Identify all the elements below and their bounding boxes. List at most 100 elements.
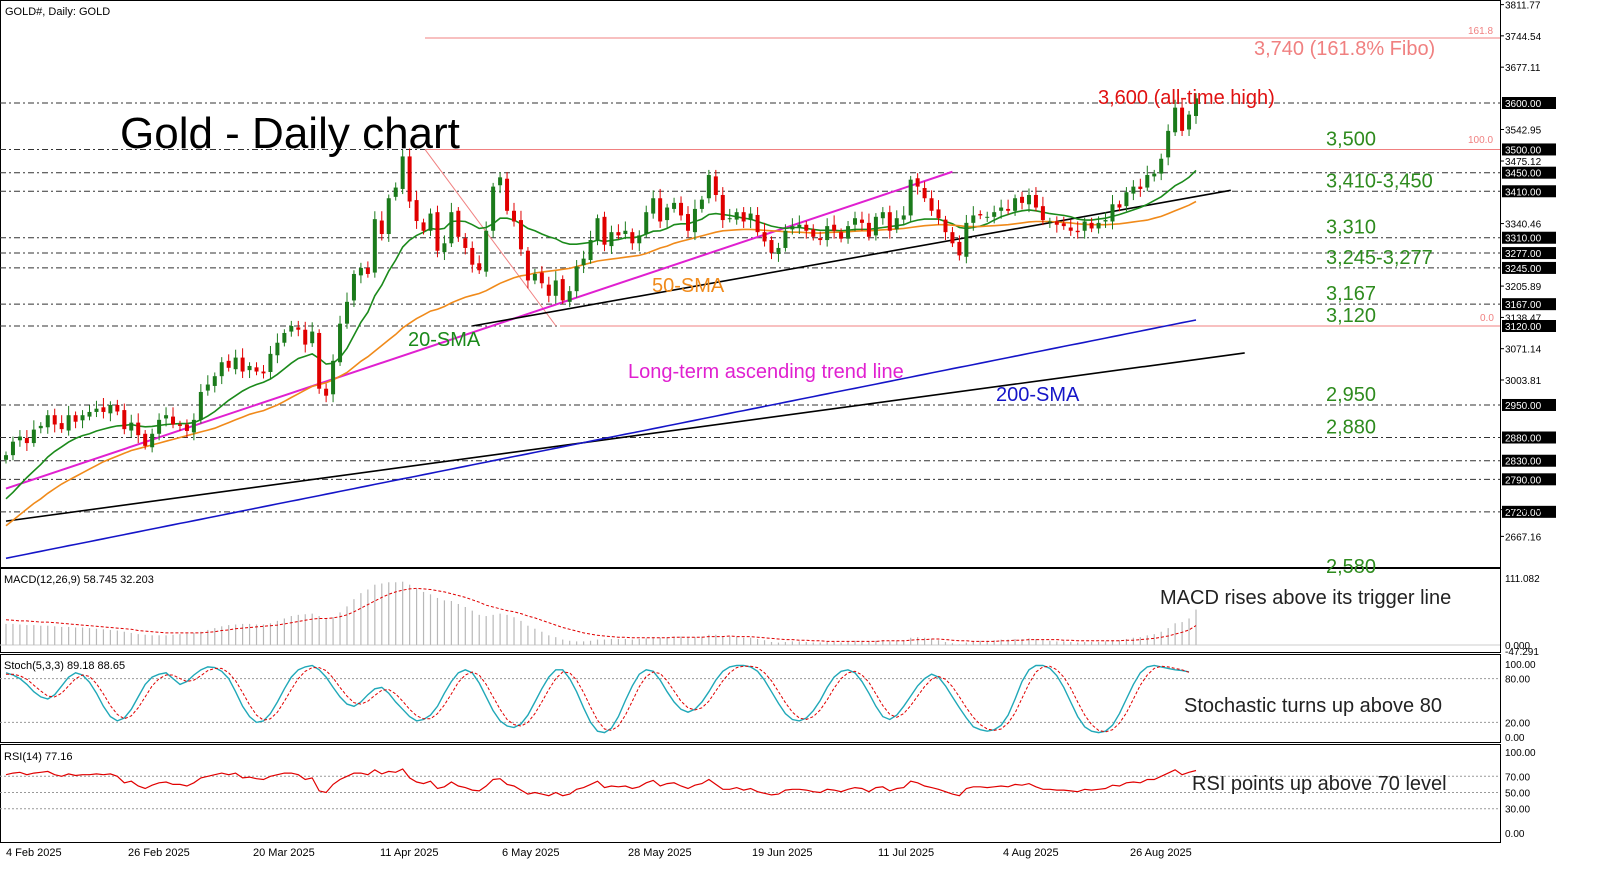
candle-body <box>908 179 913 216</box>
rsi-axis-label: 50.00 <box>1505 789 1530 800</box>
candle-body <box>1026 194 1031 205</box>
candle-body <box>1117 204 1122 208</box>
rsi-note: RSI points up above 70 level <box>1192 773 1447 795</box>
x-axis-label: 19 Jun 2025 <box>752 847 813 859</box>
trend-label: Long-term ascending trend line <box>628 361 904 383</box>
candle-body <box>539 272 544 284</box>
candle-body <box>811 229 816 237</box>
candle-body <box>734 212 739 220</box>
candle-body <box>484 230 489 272</box>
x-axis-label: 26 Aug 2025 <box>1130 847 1192 859</box>
axis-level-box <box>1502 231 1556 244</box>
stoch-axis-label: 80.00 <box>1505 675 1530 686</box>
stoch-axis-label: 0.00 <box>1505 733 1525 744</box>
axis-level-label: 2950.00 <box>1505 401 1542 412</box>
axis-tick-label: 3003.81 <box>1505 376 1542 387</box>
axis-level-box <box>1502 431 1556 444</box>
candle-body <box>950 232 955 244</box>
axis-level-label: 3410.00 <box>1505 187 1542 198</box>
fib-1618-tag: 161.8 <box>1468 26 1493 37</box>
candle-body <box>748 213 753 221</box>
stoch-axis-label: 100.00 <box>1505 660 1536 671</box>
axis-tick-label: 2667.16 <box>1505 532 1542 543</box>
candle-body <box>10 441 15 456</box>
axis-level-label: 3450.00 <box>1505 169 1542 180</box>
candle-body <box>435 212 440 251</box>
candle-body <box>769 240 774 253</box>
candle-body <box>880 212 885 219</box>
macd-panel-frame <box>0 568 1501 653</box>
candle-body <box>94 408 99 412</box>
axis-tick-label: 3138.47 <box>1505 313 1542 324</box>
macd-note: MACD rises above its trigger line <box>1160 587 1451 609</box>
200-sma-line <box>5 319 1197 560</box>
level-label: 2,950 <box>1326 384 1376 406</box>
candle-body <box>428 213 433 231</box>
candle-body <box>1138 186 1143 189</box>
axis-tick-label: 3677.11 <box>1505 63 1541 74</box>
candle-body <box>1180 107 1185 131</box>
candle-body <box>1006 208 1011 211</box>
candle-body <box>943 219 948 233</box>
candle-body <box>602 216 607 245</box>
candle-body <box>1068 227 1073 231</box>
rsi-axis-label: 0.00 <box>1505 829 1525 840</box>
x-axis-label: 6 May 2025 <box>502 847 559 859</box>
axis-level-box <box>1502 247 1556 260</box>
axis-level-label: 3310.00 <box>1505 234 1542 245</box>
ath-label: 3,600 (all-time high) <box>1098 87 1275 109</box>
candle-body <box>665 207 670 221</box>
macd-signal-line <box>5 587 1197 642</box>
candle-body <box>38 425 43 429</box>
x-axis-label: 4 Feb 2025 <box>6 847 62 859</box>
level-label: 3,410-3,450 <box>1326 170 1433 192</box>
candle-body <box>637 235 642 244</box>
axis-level-box <box>1502 185 1556 198</box>
fibo-diagonal <box>424 149 557 327</box>
axis-level-box <box>1502 298 1556 311</box>
candle-body <box>66 415 71 431</box>
candle-body <box>776 247 781 254</box>
axis-level-box <box>1502 505 1556 518</box>
sma20-label: 20-SMA <box>408 329 481 351</box>
candle-body <box>588 240 593 261</box>
candle-body <box>623 230 628 235</box>
candle-body <box>407 156 412 202</box>
candle-body <box>685 214 690 231</box>
candle-body <box>804 224 809 231</box>
fibo-label: 3,740 (161.8% Fibo) <box>1254 38 1435 60</box>
axis-level-box <box>1502 166 1556 179</box>
candle-body <box>525 250 530 281</box>
candle-body <box>171 416 176 425</box>
x-axis-label: 4 Aug 2025 <box>1003 847 1059 859</box>
candle-body <box>115 404 120 412</box>
candle-body <box>317 332 322 389</box>
candle-body <box>1145 175 1150 188</box>
candle-body <box>1047 221 1052 223</box>
candle-body <box>936 209 941 219</box>
candle-body <box>1040 206 1045 221</box>
candle-body <box>706 175 711 199</box>
candle-body <box>386 198 391 235</box>
stoch-axis-label: 20.00 <box>1505 718 1530 729</box>
candle-body <box>324 388 329 396</box>
candle-body <box>101 407 106 412</box>
candle-body <box>971 215 976 223</box>
candle-body <box>212 376 217 386</box>
candle-body <box>978 214 983 216</box>
candle-body <box>1089 222 1094 229</box>
candle-body <box>463 238 468 248</box>
candle-body <box>338 323 343 363</box>
rsi-title: RSI(14) 77.16 <box>4 751 72 763</box>
candle-body <box>546 284 551 296</box>
candle-body <box>303 329 308 345</box>
candle-body <box>630 232 635 244</box>
candle-body <box>616 232 621 236</box>
candle-body <box>873 216 878 236</box>
axis-tick-label: 3340.46 <box>1505 220 1542 231</box>
candle-body <box>720 194 725 221</box>
candle-body <box>296 327 301 330</box>
stoch-k-line <box>5 664 1190 734</box>
sma50-label: 50-SMA <box>652 275 725 297</box>
candle-body <box>658 198 663 222</box>
